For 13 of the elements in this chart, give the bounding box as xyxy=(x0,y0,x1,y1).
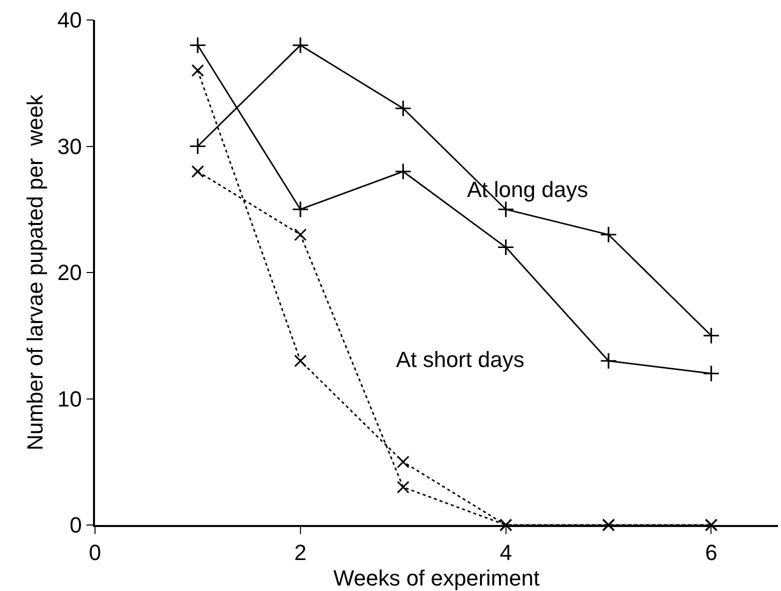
y-axis-title: Number of larvae pupated per week xyxy=(22,94,48,450)
y-tick-label: 40 xyxy=(57,8,82,33)
y-tick-label: 0 xyxy=(70,512,82,538)
x-axis-title: Weeks of experiment xyxy=(333,566,540,591)
y-tick-label: 20 xyxy=(57,260,82,286)
x-tick-label: 6 xyxy=(705,540,718,566)
y-tick-label: 30 xyxy=(57,134,82,159)
x-tick-label: 4 xyxy=(500,540,512,566)
x-tick-label: 0 xyxy=(88,540,102,566)
x-tick-label: 2 xyxy=(294,540,307,566)
annotation: At long days xyxy=(467,177,588,202)
annotation: At short days xyxy=(396,347,524,372)
y-tick-label: 10 xyxy=(57,386,82,412)
